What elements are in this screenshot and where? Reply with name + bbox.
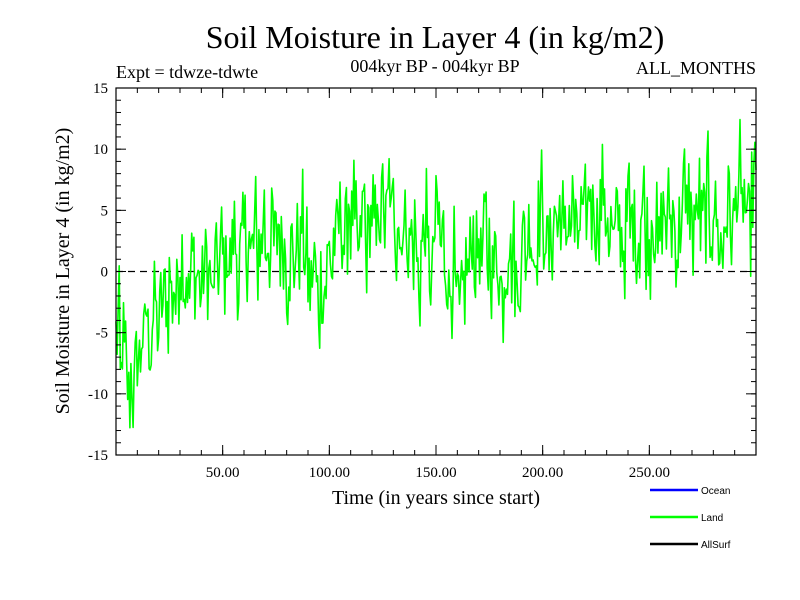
y-tick-label: -10 [88,387,108,403]
months-label: ALL_MONTHS [636,58,756,78]
ticks-layer: 50.00 100.00 150.00 200.00 250.00 15 10 5 0 -5 -10… [88,81,756,481]
x-tick-label: 50.00 [206,465,240,481]
y-tick-label: -5 [96,326,109,342]
plot-area: 50.00 100.00 150.00 200.00 250.00 15 10 5 0 -5 -10… [88,81,757,481]
x-tick-label: 100.00 [309,465,350,481]
y-axis-label: Soil Moisture in Layer 4 (in kg/m2) [52,128,74,415]
x-tick-label: 200.00 [522,465,563,481]
y-tick-label: -15 [88,448,108,464]
y-tick-label: 10 [93,142,108,158]
series-layer [115,118,757,429]
y-tick-label: 5 [101,203,109,219]
experiment-label: Expt = tdwze-tdwte [116,62,258,82]
period-label: 004kyr BP - 004kyr BP [350,56,519,76]
x-axis-label: Time (in years since start) [332,487,540,509]
y-tick-label: 15 [93,81,108,97]
series-line-land [115,118,757,429]
y-tick-label: 0 [101,265,109,281]
legend-label-allsurf: AllSurf [701,540,731,551]
legend-label-land: Land [701,513,723,524]
chart-title: Soil Moisture in Layer 4 (in kg/m2) [206,19,665,55]
legend-label-ocean: Ocean [701,486,730,497]
x-tick-label: 150.00 [415,465,456,481]
x-tick-label: 250.00 [629,465,670,481]
legend: Ocean Land AllSurf [650,486,731,551]
